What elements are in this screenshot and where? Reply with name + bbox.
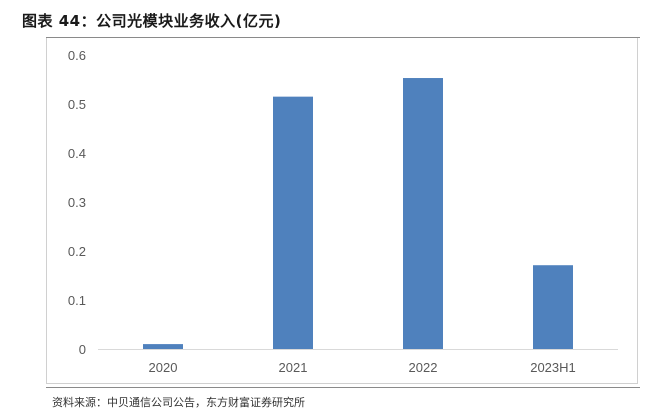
x-axis: 2020 2021 2022 2023H1 — [149, 360, 576, 375]
x-tick-label: 2020 — [149, 360, 178, 375]
y-tick-label: 0.5 — [68, 97, 86, 112]
bars — [143, 78, 573, 350]
bottom-divider — [46, 387, 640, 388]
figure-title: 图表 44：公司光模块业务收入(亿元) — [22, 12, 282, 30]
x-tick-label: 2021 — [279, 360, 308, 375]
source-note: 资料来源：中贝通信公司公告，东方财富证券研究所 — [52, 396, 305, 409]
y-tick-label: 0.4 — [68, 146, 86, 161]
y-tick-label: 0 — [79, 342, 86, 357]
bar-2023H1 — [533, 265, 573, 349]
chart-frame — [46, 38, 638, 384]
y-tick-label: 0.1 — [68, 293, 86, 308]
y-tick-label: 0.6 — [68, 48, 86, 63]
bar-2021 — [273, 96, 313, 350]
bar-2020 — [143, 344, 183, 349]
x-tick-label: 2022 — [409, 360, 438, 375]
y-tick-label: 0.3 — [68, 195, 86, 210]
bar-2022 — [403, 78, 443, 349]
x-tick-label: 2023H1 — [530, 360, 576, 375]
y-tick-label: 0.2 — [68, 244, 86, 259]
title-divider — [46, 37, 640, 38]
y-axis: 0 0.1 0.2 0.3 0.4 0.5 0.6 — [68, 48, 86, 357]
